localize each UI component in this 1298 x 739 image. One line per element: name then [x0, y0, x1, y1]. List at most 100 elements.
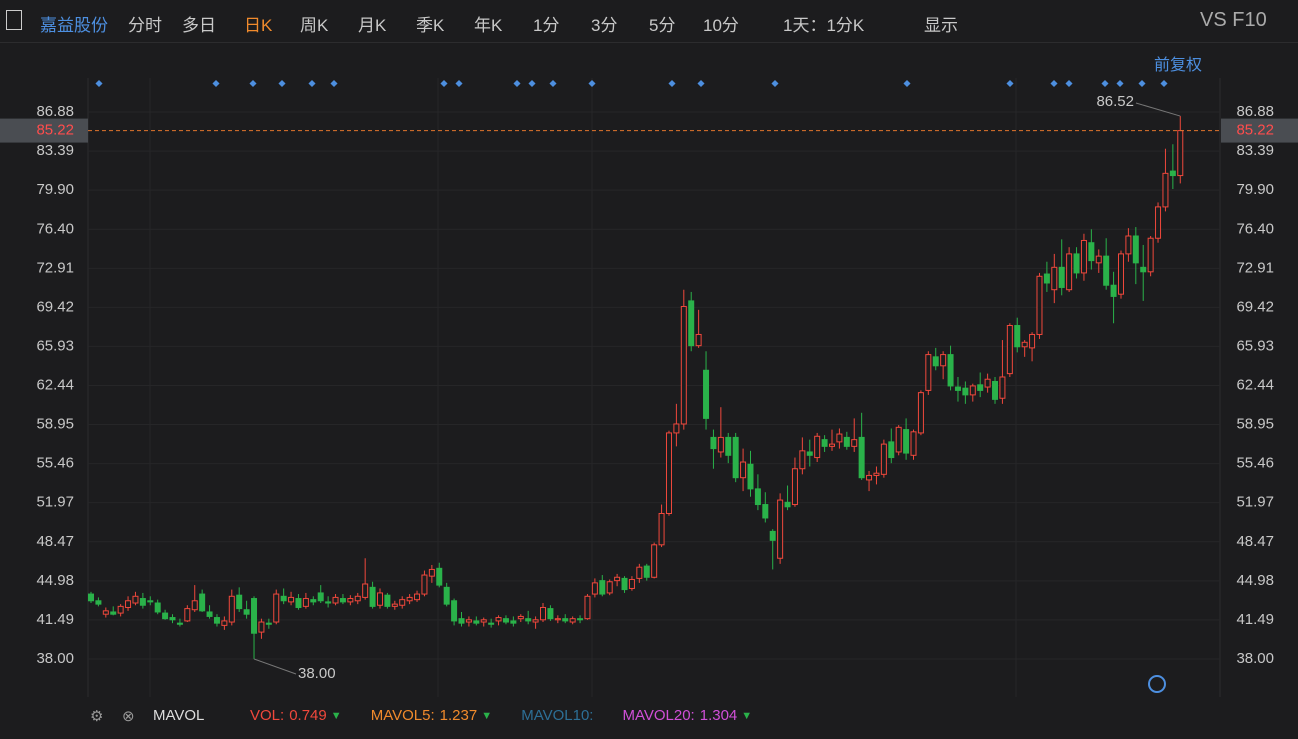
candle-body [614, 576, 621, 582]
period-tab[interactable]: 周K [300, 16, 329, 35]
candle-body [725, 436, 732, 456]
candle-body [154, 602, 161, 613]
period-tab[interactable]: 月K [358, 16, 387, 35]
event-marker [1006, 79, 1014, 88]
period-tab[interactable]: 3分 [591, 16, 618, 35]
adjust[interactable]: 前复权 [1154, 57, 1203, 74]
indicator-name[interactable]: MAVOL [153, 707, 205, 724]
candle-body [621, 577, 628, 591]
settings-icon[interactable]: ⚙ [90, 708, 104, 725]
y-tick-label: 62.44 [36, 376, 74, 393]
y-tick-label-right: 65.93 [1236, 337, 1274, 354]
candle-body [184, 608, 191, 622]
ai-icon[interactable] [1148, 675, 1166, 693]
candle-body [1029, 333, 1036, 349]
candle-body [369, 586, 376, 607]
candle-body [354, 595, 361, 602]
y-tick-label-right: 38.00 [1236, 650, 1274, 667]
candle-body [1169, 170, 1176, 177]
trend-arrow: ▼ [330, 710, 342, 722]
candle-body [777, 499, 784, 559]
y-tick-label: 51.97 [36, 494, 74, 511]
candle-body [606, 581, 613, 594]
candle-body [1125, 235, 1132, 255]
candle-body [762, 504, 769, 519]
event-marker [308, 79, 316, 88]
candle-body [628, 579, 635, 589]
stock-name[interactable]: 嘉益股份 [40, 16, 108, 35]
period-tab[interactable]: 5分 [649, 16, 676, 35]
menu-icon[interactable] [6, 10, 22, 30]
candle-body [992, 380, 999, 400]
candle-body [258, 621, 265, 633]
candle-body [769, 530, 776, 541]
y-tick-label: 48.47 [36, 533, 74, 550]
candle-body [680, 305, 687, 425]
period-tab[interactable]: 季K [416, 16, 445, 35]
candle-body [673, 423, 680, 434]
candle-body [495, 617, 502, 622]
event-marker [697, 79, 705, 88]
candle-body [465, 619, 472, 623]
candle-body [747, 463, 754, 490]
period-tab[interactable]: 1分 [533, 16, 560, 35]
candle-body [584, 595, 591, 620]
candle-body [903, 429, 910, 454]
candle-body [265, 622, 272, 625]
candle-body [562, 618, 569, 622]
y-tick-label: 76.40 [36, 220, 74, 237]
period-tab[interactable]: 多日 [182, 16, 216, 35]
period-tab[interactable]: 分时 [128, 16, 162, 35]
period-tab[interactable]: 日K [244, 16, 273, 35]
candle-body [525, 618, 532, 622]
indicator-item-value: 0.749 [289, 707, 327, 724]
candle-body [1132, 235, 1139, 264]
candle-body [1006, 325, 1013, 375]
candle-body [540, 606, 547, 621]
candle-body [1014, 325, 1021, 348]
candle-body [162, 612, 169, 620]
range-select[interactable]: 1天：1分K [783, 16, 865, 35]
candle-body [895, 426, 902, 453]
close-icon[interactable]: ⊗ [122, 708, 135, 725]
period-tab[interactable]: 年K [474, 16, 503, 35]
y-tick-label: 58.95 [36, 416, 74, 433]
candle-body [880, 443, 887, 475]
y-tick-label: 41.49 [36, 611, 74, 628]
candle-body [384, 594, 391, 607]
candle-body [1155, 206, 1162, 239]
event-marker [588, 79, 596, 88]
candle-body [391, 603, 398, 607]
candle-body [110, 611, 117, 615]
event-marker [278, 79, 286, 88]
candle-body [317, 592, 324, 602]
tools[interactable]: VS F10 [1200, 9, 1267, 31]
candle-body [243, 609, 250, 615]
trend-arrow: ▼ [741, 710, 753, 722]
period-tab[interactable]: 10分 [703, 16, 739, 35]
candle-body [636, 566, 643, 579]
candle-body [888, 441, 895, 459]
candle-body [954, 386, 961, 391]
candle-body [1088, 242, 1095, 262]
candle-body [1073, 253, 1080, 274]
candle-body [280, 595, 287, 602]
candle-body [125, 600, 132, 608]
event-marker [212, 79, 220, 88]
y-tick-label-right: 79.90 [1236, 181, 1274, 198]
candle-body [206, 611, 213, 617]
candle-body [1043, 273, 1050, 284]
candle-body [428, 568, 435, 577]
candle-body [443, 586, 450, 605]
display-menu[interactable]: 显示 [924, 16, 958, 35]
candle-body [295, 598, 302, 608]
candle-body [962, 387, 969, 396]
trend-arrow: ▼ [481, 710, 493, 722]
candle-body [910, 431, 917, 456]
event-marker [1050, 79, 1058, 88]
candle-body [1162, 172, 1169, 208]
candle-body [969, 385, 976, 396]
candle-body [251, 598, 258, 634]
event-marker [668, 79, 676, 88]
event-marker [440, 79, 448, 88]
